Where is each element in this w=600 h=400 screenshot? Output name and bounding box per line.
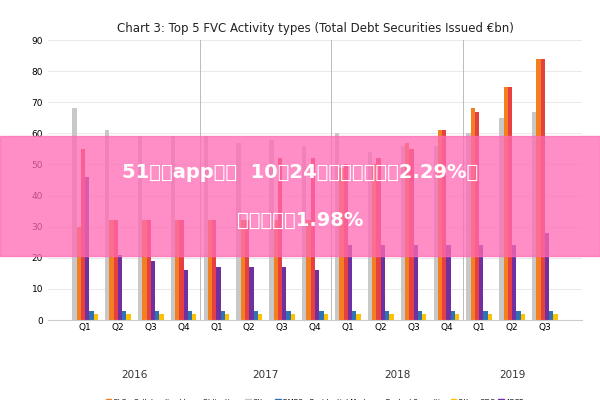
- Title: Chart 3: Top 5 FVC Activity types (Total Debt Securities Issued €bn): Chart 3: Top 5 FVC Activity types (Total…: [116, 22, 514, 35]
- Bar: [545, 233, 549, 320]
- Bar: [521, 314, 525, 320]
- Bar: [155, 311, 160, 320]
- Bar: [286, 311, 290, 320]
- Bar: [311, 158, 315, 320]
- Bar: [446, 245, 451, 320]
- Bar: [171, 136, 175, 320]
- Bar: [302, 146, 307, 320]
- Bar: [146, 220, 151, 320]
- Bar: [466, 133, 470, 320]
- Bar: [344, 164, 348, 320]
- Bar: [442, 130, 446, 320]
- Bar: [508, 87, 512, 320]
- Bar: [122, 311, 127, 320]
- Bar: [250, 267, 254, 320]
- Bar: [236, 143, 241, 320]
- Bar: [138, 136, 142, 320]
- Bar: [356, 314, 361, 320]
- Bar: [254, 311, 258, 320]
- Text: 2016: 2016: [121, 370, 148, 380]
- Bar: [188, 311, 192, 320]
- Bar: [389, 314, 394, 320]
- Bar: [479, 245, 484, 320]
- Text: 2018: 2018: [384, 370, 410, 380]
- Bar: [455, 314, 459, 320]
- Bar: [203, 136, 208, 320]
- Bar: [340, 168, 344, 320]
- Bar: [380, 245, 385, 320]
- Bar: [503, 87, 508, 320]
- Bar: [532, 112, 536, 320]
- Bar: [221, 311, 225, 320]
- Bar: [409, 149, 413, 320]
- Bar: [241, 220, 245, 320]
- Bar: [258, 314, 262, 320]
- Bar: [175, 220, 179, 320]
- Bar: [94, 314, 98, 320]
- Bar: [290, 314, 295, 320]
- Bar: [212, 220, 217, 320]
- Bar: [245, 220, 250, 320]
- Bar: [536, 59, 541, 320]
- Bar: [475, 112, 479, 320]
- Bar: [142, 220, 146, 320]
- Bar: [85, 177, 89, 320]
- Bar: [413, 245, 418, 320]
- Bar: [225, 314, 229, 320]
- Bar: [434, 146, 438, 320]
- Bar: [151, 261, 155, 320]
- Bar: [352, 311, 356, 320]
- Bar: [319, 311, 323, 320]
- Bar: [315, 270, 319, 320]
- Bar: [118, 255, 122, 320]
- Bar: [422, 314, 427, 320]
- Bar: [376, 158, 380, 320]
- Bar: [323, 314, 328, 320]
- Bar: [81, 149, 85, 320]
- Bar: [348, 245, 352, 320]
- Bar: [451, 311, 455, 320]
- Bar: [77, 227, 81, 320]
- Bar: [401, 146, 405, 320]
- Bar: [269, 140, 274, 320]
- Bar: [488, 314, 492, 320]
- Bar: [278, 158, 282, 320]
- Bar: [484, 311, 488, 320]
- Bar: [208, 220, 212, 320]
- Bar: [274, 220, 278, 320]
- Text: 转股溢价獳1.98%: 转股溢价獳1.98%: [237, 210, 363, 230]
- Bar: [113, 220, 118, 320]
- Bar: [372, 164, 376, 320]
- Bar: [179, 220, 184, 320]
- Text: 2017: 2017: [253, 370, 279, 380]
- Bar: [405, 143, 409, 320]
- Bar: [72, 108, 77, 320]
- Bar: [192, 314, 196, 320]
- Bar: [438, 130, 442, 320]
- Text: 2019: 2019: [499, 370, 525, 380]
- Bar: [109, 220, 113, 320]
- Bar: [418, 311, 422, 320]
- Bar: [282, 267, 286, 320]
- Bar: [127, 314, 131, 320]
- Bar: [335, 133, 340, 320]
- Bar: [512, 245, 517, 320]
- Bar: [470, 108, 475, 320]
- Bar: [549, 311, 553, 320]
- Bar: [217, 267, 221, 320]
- Bar: [89, 311, 94, 320]
- Bar: [160, 314, 164, 320]
- Bar: [368, 152, 372, 320]
- Bar: [184, 270, 188, 320]
- Bar: [385, 311, 389, 320]
- Bar: [499, 118, 503, 320]
- Bar: [553, 314, 558, 320]
- Bar: [307, 220, 311, 320]
- Bar: [541, 59, 545, 320]
- Bar: [105, 130, 109, 320]
- Bar: [517, 311, 521, 320]
- Text: 51配资app下载  10月24日博瑞转债下跌2.29%，: 51配资app下载 10月24日博瑞转债下跌2.29%，: [122, 162, 478, 182]
- Legend: CLO - Collateralised Loan Obligations, Other, RMBS - Residential Mortgage Backed: CLO - Collateralised Loan Obligations, O…: [103, 396, 527, 400]
